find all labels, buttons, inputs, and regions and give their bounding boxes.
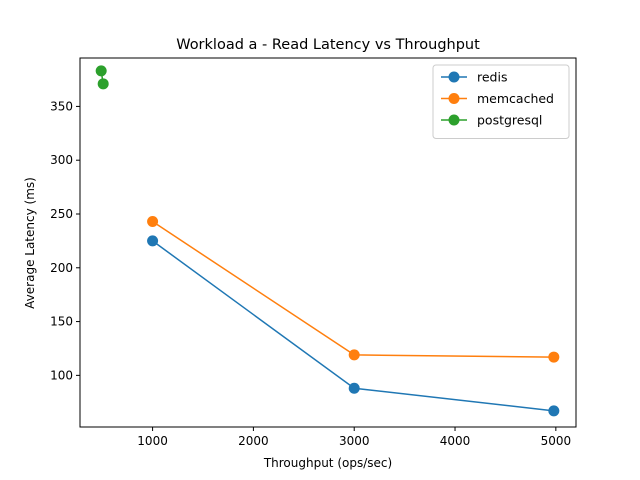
y-tick-label: 300 (50, 153, 73, 167)
legend-label-postgresql: postgresql (477, 113, 542, 128)
x-tick-label: 2000 (238, 434, 269, 448)
legend-marker-postgresql (448, 114, 460, 126)
y-tick-label: 100 (50, 368, 73, 382)
y-tick-label: 150 (50, 315, 73, 329)
redis-point (548, 405, 560, 417)
memcached-point (348, 349, 360, 361)
redis-point (348, 382, 360, 394)
x-axis-label: Throughput (ops/sec) (263, 456, 392, 470)
plot-frame (79, 57, 577, 428)
legend-label-redis: redis (477, 70, 507, 85)
y-axis-label: Average Latency (ms) (23, 177, 37, 309)
legend-marker-memcached (448, 93, 460, 104)
x-tick-label: 4000 (440, 434, 471, 448)
postgresql-point (95, 65, 107, 77)
y-tick-label: 350 (50, 99, 73, 113)
chart-title: Workload a - Read Latency vs Throughput (176, 37, 480, 53)
legend: redis memcached postgresql (432, 64, 570, 139)
legend-label-memcached: memcached (477, 91, 554, 106)
x-tick-label: 1000 (137, 434, 168, 448)
y-axis: 100 150 200 250 300 350 (50, 99, 80, 382)
x-tick-label: 5000 (541, 434, 572, 448)
x-tick-label: 3000 (339, 434, 370, 448)
memcached-point (548, 351, 560, 363)
postgresql-point (97, 78, 109, 90)
redis-point (147, 235, 159, 247)
y-tick-label: 250 (50, 207, 73, 221)
x-axis: 1000 2000 3000 4000 5000 (137, 427, 571, 448)
memcached-point (147, 216, 159, 228)
plot-area (95, 65, 560, 417)
legend-marker-redis (448, 71, 460, 83)
y-tick-label: 200 (50, 261, 73, 275)
